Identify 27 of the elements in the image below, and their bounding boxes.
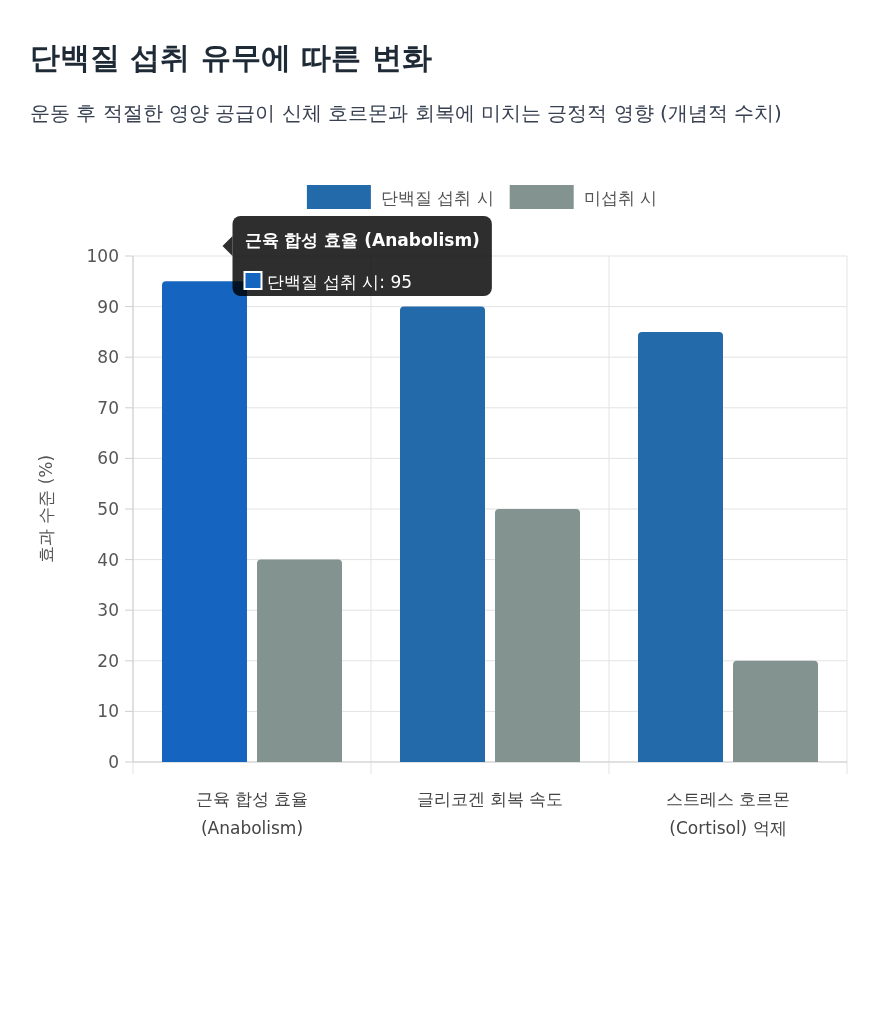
chart-subtitle: 운동 후 적절한 영양 공급이 신체 호르몬과 회복에 미치는 긍정적 영향 (개념적 수치)	[30, 101, 782, 125]
bar	[162, 281, 247, 762]
y-tick-label: 50	[97, 499, 119, 519]
y-tick-label: 100	[86, 246, 119, 266]
chart-title: 단백질 섭취 유무에 따른 변화	[30, 40, 432, 75]
bar	[257, 559, 342, 762]
tooltip: 근육 합성 효율 (Anabolism) 단백질 섭취 시: 95	[232, 216, 492, 296]
y-tick-label: 70	[97, 397, 119, 418]
y-tick-label: 40	[97, 549, 119, 570]
legend-label: 미섭취 시	[583, 188, 658, 208]
bar	[638, 331, 723, 762]
y-tick-label: 30	[97, 600, 119, 621]
y-tick-label: 0	[108, 752, 119, 772]
x-tick-label: 글리코겐 회복 속도	[416, 789, 564, 809]
annotation: 단백질 섭취 시: 95	[266, 272, 413, 292]
y-tick-label: 60	[97, 448, 119, 469]
bar	[733, 660, 818, 762]
y-tick-label: 90	[97, 296, 119, 317]
bar	[400, 306, 485, 762]
y-axis-title: 효과 수준 (%)	[36, 454, 56, 564]
legend-label: 단백질 섭취 시	[380, 188, 494, 208]
y-tick-label: 20	[97, 650, 119, 671]
x-tick-label: 근육 합성 효율 (Anabolism)	[195, 789, 309, 838]
x-tick-label: 스트레스 호르몬 (Cortisol) 억제	[665, 789, 791, 838]
y-tick-label: 80	[97, 347, 119, 368]
bar	[495, 509, 580, 762]
y-tick-label: 10	[97, 701, 119, 722]
